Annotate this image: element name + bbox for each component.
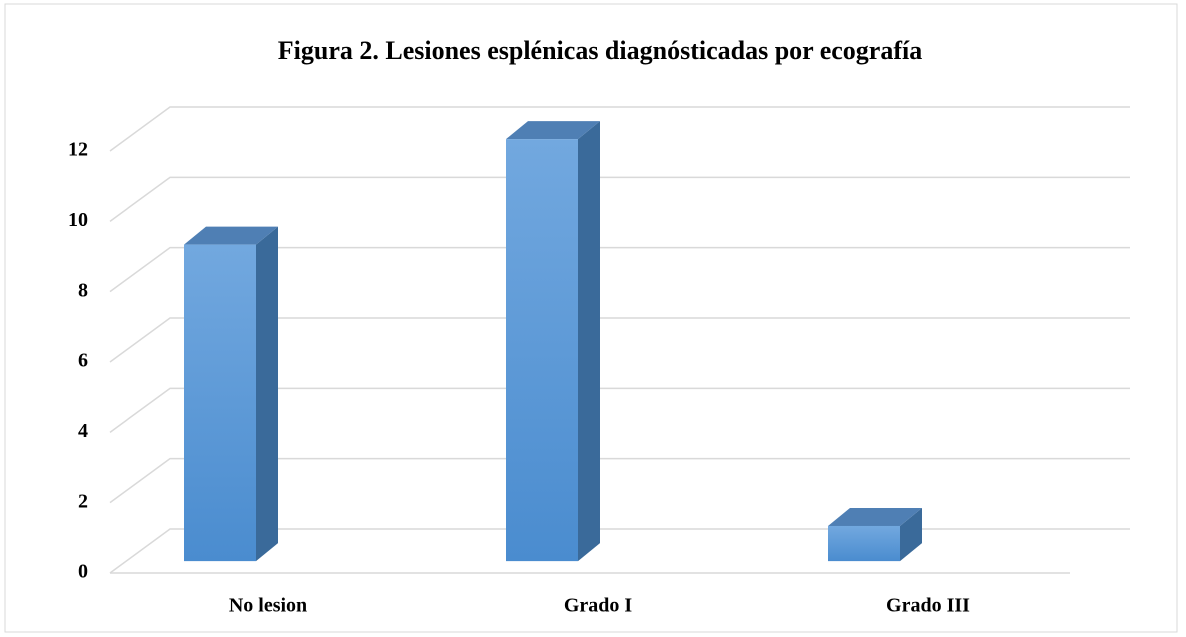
bar-top [184,226,278,245]
x-tick-label: Grado I [564,595,633,617]
grid-line [109,176,1130,222]
y-tick-label: 8 [78,279,88,301]
y-tick-label: 6 [78,350,88,372]
y-tick-label: 2 [78,490,88,512]
grid-line [109,246,1130,293]
y-tick-label: 12 [68,139,88,161]
x-tick-label: Grado III [886,595,970,617]
bar-top [828,507,922,526]
bar [506,139,578,562]
grid-line [109,528,1130,574]
grid-line [109,106,1130,152]
grid-line [109,317,1130,363]
y-tick-label: 4 [78,420,88,442]
bar-side [900,507,922,562]
y-tick-label: 10 [68,209,88,231]
grid-line [109,387,1130,433]
x-tick-label: No lesion [229,595,307,617]
bar [828,525,900,562]
bar [184,244,256,562]
bar-side [578,121,600,562]
bar-side [256,226,278,562]
chart-title: Figura 2. Lesiones esplénicas diagnóstic… [278,36,922,65]
grid-line [109,457,1130,504]
y-tick-label: 0 [78,561,88,583]
bar-top [506,121,600,140]
